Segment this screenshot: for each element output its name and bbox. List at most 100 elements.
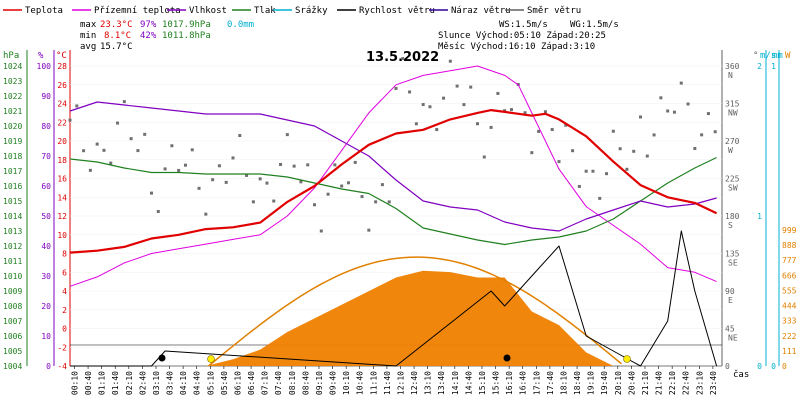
time-tick-label: 00:10 [70, 371, 79, 395]
wind-direction-mark [639, 115, 642, 119]
wind-direction-mark [116, 121, 120, 125]
wind-direction-mark [75, 104, 79, 108]
w-tick-label: 777 [782, 256, 797, 265]
legend-prizemni-teplota: Přízemní teplota [94, 6, 181, 16]
wind-direction-mark [394, 86, 398, 90]
wind-direction-mark [272, 199, 276, 203]
stats-avg-label: avg [80, 42, 96, 52]
time-tick-label: 10:40 [356, 371, 365, 395]
wind-direction-mark [672, 110, 676, 114]
wind-direction-mark [659, 96, 663, 100]
dir-tick-degree: 225 [725, 175, 740, 184]
w-tick-label: 333 [782, 317, 797, 326]
time-tick-label: 17:40 [546, 371, 555, 395]
hpa-tick-label: 1006 [3, 332, 22, 341]
solar-layer [205, 256, 622, 367]
wind-direction-mark [217, 164, 221, 168]
time-tick-label: 19:10 [587, 371, 596, 395]
wind-direction-mark [428, 105, 432, 109]
info-moon: Měsíc Východ:16:10 Západ:3:10 [438, 42, 595, 52]
wind-direction-mark [353, 160, 357, 164]
wind-direction-mark [122, 100, 126, 104]
time-tick-label: 20:40 [627, 371, 636, 395]
ms-tick-label: 1 [757, 212, 762, 221]
time-tick-label: 23:10 [695, 371, 704, 395]
wind-direction-mark [564, 123, 568, 127]
wind-direction-mark [129, 137, 133, 141]
hpa-tick-label: 1009 [3, 287, 22, 296]
unit-hpa: hPa [3, 51, 19, 61]
wind-direction-mark [224, 180, 228, 184]
stats-block: max 23.3°C 97% 1017.9hPa 0.0mm min 8.1°C… [80, 20, 254, 52]
stats-max-hum: 97% [140, 20, 157, 30]
stats-max-label: max [80, 20, 97, 30]
c-tick-label: 4 [62, 287, 67, 296]
c-tick-label: 6 [62, 268, 67, 277]
pct-tick-label: 80 [41, 122, 51, 131]
hpa-tick-label: 1020 [3, 122, 22, 131]
wind-direction-mark [571, 149, 575, 153]
c-tick-label: 24 [57, 100, 67, 109]
solar-area [205, 270, 614, 366]
time-tick-label: 15:10 [478, 371, 487, 395]
wind-direction-mark [448, 59, 452, 63]
stats-min-temp: 8.1°C [104, 31, 131, 41]
dir-tick-degree: 360 [725, 62, 740, 71]
dir-tick-degree: 315 [725, 100, 740, 109]
wind-direction-mark [333, 163, 337, 167]
wind-direction-mark [251, 200, 255, 204]
unit-w: W [785, 51, 791, 61]
time-tick-label: 05:40 [220, 371, 229, 395]
dir-tick-letter: SW [728, 184, 738, 193]
c-tick-label: 20 [57, 137, 67, 146]
w-tick-label: 222 [782, 332, 797, 341]
wind-direction-mark [598, 196, 602, 200]
dir-tick-letter: E [728, 296, 733, 305]
pct-tick-label: 40 [41, 242, 51, 251]
time-tick-label: 13:40 [437, 371, 446, 395]
wind-direction-mark [408, 90, 412, 94]
wind-direction-mark [442, 96, 446, 100]
sun-curve [208, 256, 622, 367]
wind-direction-mark [102, 148, 106, 152]
hpa-tick-label: 1013 [3, 227, 22, 236]
wind-direction-mark [584, 169, 588, 173]
time-tick-label: 21:10 [641, 371, 650, 395]
time-tick-label: 01:10 [98, 371, 107, 395]
ms-tick-label: 2 [757, 62, 762, 71]
time-tick-label: 15:40 [492, 371, 501, 395]
time-tick-label: 12:40 [410, 371, 419, 395]
wind-direction-mark [360, 195, 364, 199]
unit-pct: % [38, 51, 44, 61]
wind-direction-mark [319, 229, 323, 233]
wind-direction-mark [469, 85, 473, 89]
humidity-line [69, 101, 717, 232]
pct-tick-label: 20 [41, 302, 51, 311]
wind-direction-mark [679, 81, 683, 85]
ground-temperature-line [69, 65, 717, 287]
dir-tick-letter: N [728, 71, 733, 80]
dir-tick-degree: 0 [725, 362, 730, 371]
c-tick-label: 12 [57, 212, 67, 221]
dir-tick-letter: NW [728, 109, 738, 118]
pct-tick-label: 60 [41, 182, 51, 191]
legend: Teplota Přízemní teplota Vlhkost Tlak Sr… [3, 6, 581, 16]
wind-direction-mark [455, 84, 459, 88]
wind-direction-layer [68, 57, 717, 233]
wind-direction-mark [537, 129, 541, 133]
wind-direction-mark [279, 162, 283, 166]
wind-direction-mark [170, 144, 174, 148]
time-tick-label: 17:10 [532, 371, 541, 395]
w-tick-label: 666 [782, 271, 797, 280]
pct-tick-label: 50 [41, 212, 51, 221]
time-tick-label: 22:10 [668, 371, 677, 395]
w-tick-label: 444 [782, 302, 797, 311]
stats-max-press: 1017.9hPa [162, 20, 211, 30]
ms-tick-label: 0 [757, 362, 762, 371]
wind-direction-mark [306, 163, 310, 167]
wind-direction-mark [68, 118, 72, 122]
wind-direction-mark [292, 164, 296, 168]
stats-min-label: min [80, 31, 96, 41]
wind-direction-mark [509, 108, 513, 112]
legend-tlak: Tlak [254, 6, 276, 16]
